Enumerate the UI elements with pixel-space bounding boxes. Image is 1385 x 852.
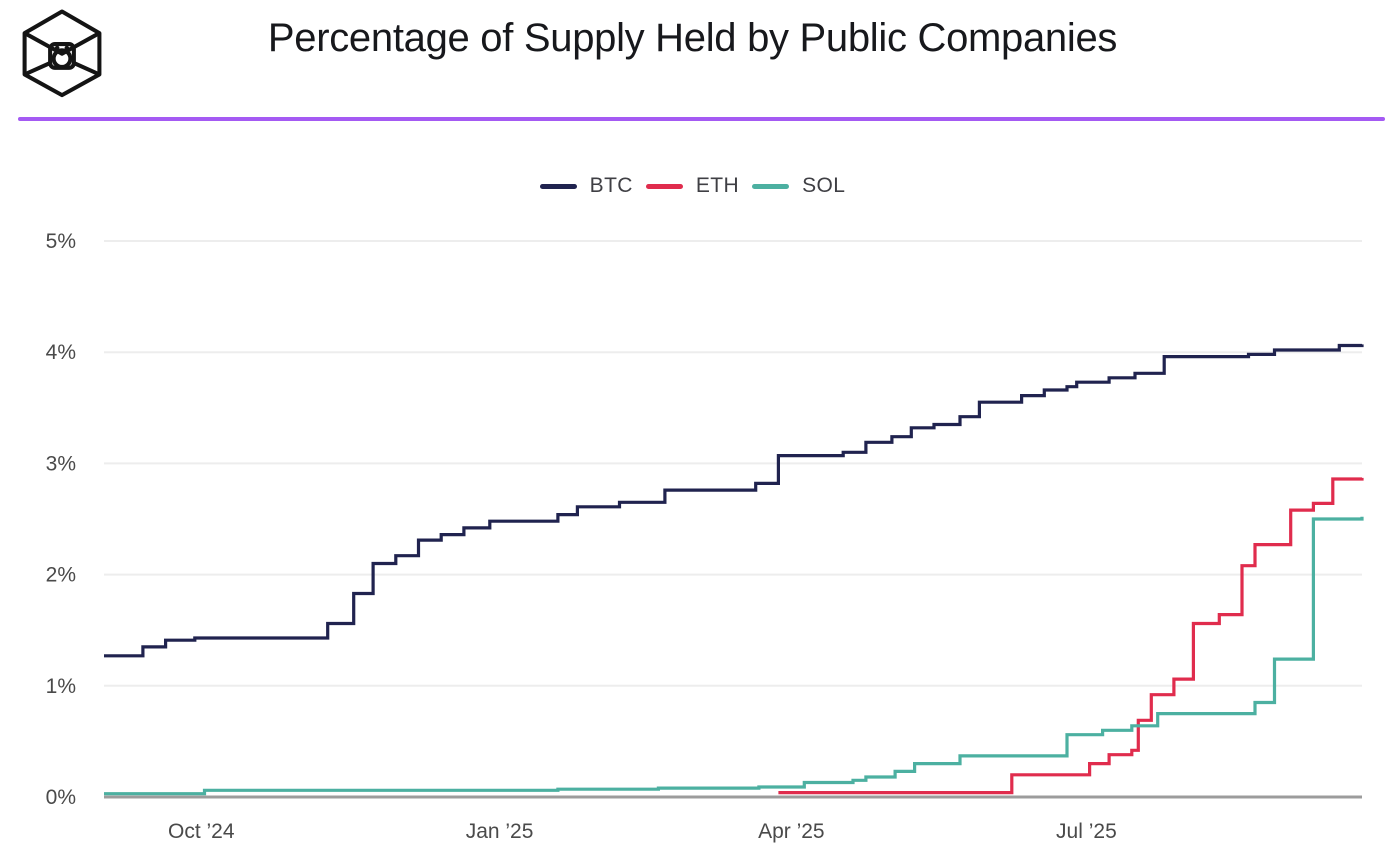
series-line-eth: [778, 477, 1364, 795]
y-axis-tick-label: 0%: [46, 786, 76, 809]
legend-item-btc[interactable]: BTC: [539, 174, 633, 198]
page-title: Percentage of Supply Held by Public Comp…: [267, 16, 1118, 60]
legend-label-sol: SOL: [802, 174, 846, 197]
x-axis-tick-label: Jul ’25: [1056, 820, 1117, 843]
chart-legend: BTC ETH SOL: [0, 174, 1385, 198]
legend-label-btc: BTC: [589, 174, 633, 197]
y-axis-tick-label: 5%: [46, 230, 76, 253]
logo-top-face: [23, 31, 101, 56]
logo-inner-ball: [51, 48, 73, 69]
legend-swatch-eth: [645, 183, 683, 189]
legend-item-sol[interactable]: SOL: [752, 174, 845, 198]
x-axis-tick-label: Apr ’25: [758, 820, 825, 843]
series-line-sol: [104, 516, 1364, 796]
y-axis-tick-label: 1%: [46, 675, 76, 698]
y-axis-tick-label: 3%: [46, 452, 76, 475]
series-line-btc: [104, 343, 1364, 658]
y-axis-tick-label: 2%: [46, 564, 76, 587]
x-axis-tick-label: Jan ’25: [466, 820, 534, 843]
blockworks-cube-logo: [22, 9, 102, 98]
logo-bottom-face: [23, 61, 101, 77]
accent-divider: [18, 117, 1385, 121]
logo-dot-right: [64, 45, 70, 51]
legend-label-eth: ETH: [695, 174, 740, 197]
legend-item-eth[interactable]: ETH: [645, 174, 740, 198]
logo-dot-left: [54, 45, 60, 51]
legend-swatch-sol: [752, 183, 790, 189]
x-axis-tick-label: Oct ’24: [168, 820, 235, 843]
legend-swatch-btc: [539, 183, 577, 189]
y-axis-tick-label: 4%: [46, 341, 76, 364]
